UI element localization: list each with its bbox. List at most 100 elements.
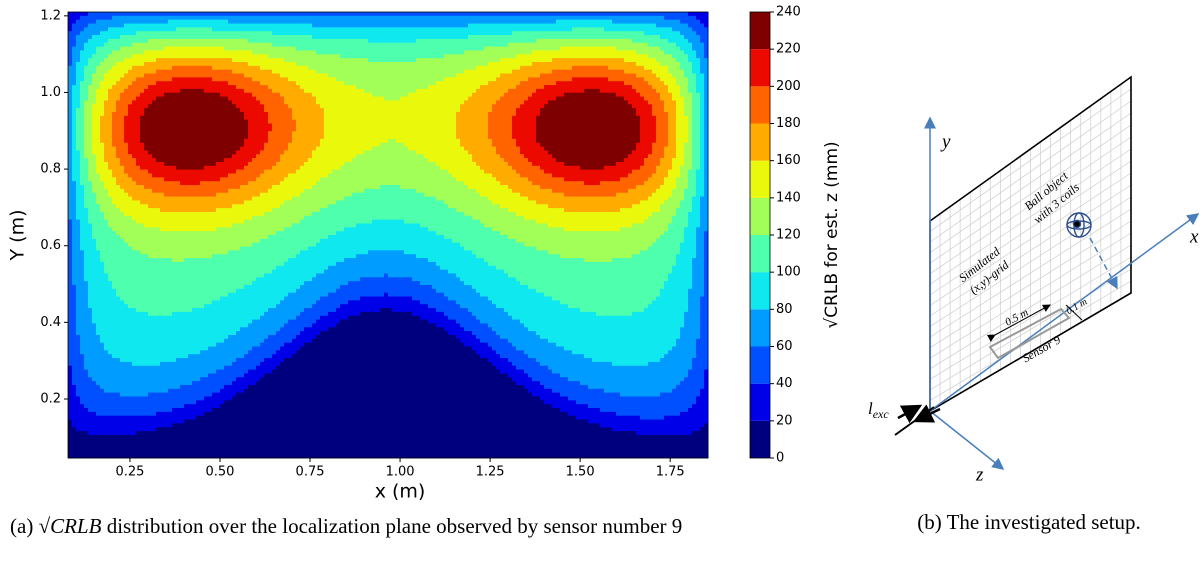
contour-cell — [80, 100, 85, 105]
contour-cell — [80, 181, 93, 186]
contour-cell — [696, 250, 705, 255]
contour-cell — [76, 384, 101, 390]
contour-cell — [640, 138, 657, 144]
contour-cell — [532, 50, 637, 55]
contour-cell — [364, 88, 417, 94]
contour-cell — [176, 358, 237, 363]
contour-cell — [80, 242, 97, 247]
contour-cell — [704, 277, 709, 282]
contour-cell — [72, 381, 97, 386]
contour-cell — [320, 331, 449, 336]
x-tick-label: 0.50 — [206, 465, 235, 480]
contour-cell — [672, 192, 685, 197]
contour-cell — [84, 254, 101, 259]
contour-cell — [700, 115, 705, 121]
contour-cell — [204, 304, 277, 309]
contour-cell — [412, 311, 445, 317]
contour-cell — [148, 85, 237, 90]
contour-cell — [92, 123, 101, 128]
contour-cell — [704, 273, 709, 278]
contour-cell — [264, 108, 293, 113]
contour-cell — [580, 381, 681, 386]
contour-cell — [104, 58, 125, 63]
contour-cell — [80, 346, 105, 351]
contour-cell — [108, 69, 129, 74]
contour-cell — [148, 150, 237, 155]
contour-cell — [152, 173, 229, 178]
contour-cell — [72, 127, 77, 132]
contour-cell — [212, 65, 261, 71]
contour-cell — [140, 138, 245, 144]
colorbar-band — [750, 235, 770, 273]
contour-cell — [704, 377, 709, 382]
contour-cell — [340, 165, 441, 171]
contour-cell — [644, 158, 661, 163]
contour-cell — [672, 346, 697, 351]
contour-cell — [464, 246, 537, 251]
contour-cell — [124, 73, 145, 78]
contour-cell — [652, 146, 665, 151]
contour-cell — [88, 88, 97, 94]
contour-cell — [124, 211, 265, 217]
contour-cell — [668, 69, 685, 74]
contour-cell — [664, 108, 677, 113]
contour-cell — [488, 61, 533, 67]
x-tick-label: 0.75 — [296, 465, 325, 480]
contour-cell — [688, 54, 697, 59]
contour-cell — [448, 169, 485, 174]
contour-cell — [68, 158, 73, 163]
contour-cell — [92, 377, 201, 382]
contour-cell — [660, 161, 673, 167]
contour-cell — [304, 342, 465, 347]
contour-cell — [564, 177, 621, 182]
contour-cell — [168, 19, 229, 24]
contour-cell — [76, 115, 85, 121]
contour-cell — [536, 358, 593, 363]
contour-cell — [676, 108, 685, 113]
contour-cell — [108, 54, 133, 59]
contour-cell — [244, 111, 269, 117]
contour-cell — [676, 104, 685, 109]
contour-cell — [672, 158, 685, 163]
contour-cell — [704, 281, 709, 286]
contour-cell — [568, 396, 697, 401]
contour-cell — [280, 181, 317, 186]
contour-cell — [76, 392, 121, 397]
contour-cell — [576, 415, 641, 420]
contour-cell — [68, 200, 77, 205]
y-tick-label: 0.2 — [40, 391, 61, 406]
contour-cell — [436, 308, 469, 313]
contour-cell — [300, 165, 341, 171]
contour-cell — [232, 58, 285, 63]
contour-cell — [692, 165, 701, 171]
contour-cell — [144, 223, 233, 228]
contour-cell — [512, 188, 553, 194]
contour-cell — [652, 211, 677, 217]
contour-cell — [552, 369, 689, 374]
contour-cell — [268, 131, 293, 136]
contour-cell — [704, 127, 709, 132]
contour-cell — [296, 254, 357, 259]
contour-cell — [536, 331, 681, 336]
contour-cell — [700, 135, 705, 140]
contour-cell — [84, 265, 105, 271]
contour-cell — [464, 342, 489, 347]
contour-cell — [460, 304, 497, 309]
contour-cell — [676, 123, 689, 128]
contour-cell — [680, 61, 693, 67]
contour-cell — [216, 161, 249, 167]
contour-cell — [336, 77, 445, 82]
contour-cell — [104, 185, 121, 190]
contour-cell — [624, 96, 645, 101]
contour-cell — [68, 265, 73, 271]
contour-cell — [528, 77, 573, 82]
contour-cell — [692, 154, 701, 159]
contour-cell — [68, 208, 77, 213]
contour-cell — [68, 334, 81, 340]
contour-cell — [484, 46, 561, 51]
contour-cell — [140, 131, 249, 136]
contour-cell — [336, 261, 437, 267]
contour-cell — [684, 100, 693, 105]
contour-cell — [148, 38, 249, 44]
contour-cell — [72, 123, 77, 128]
